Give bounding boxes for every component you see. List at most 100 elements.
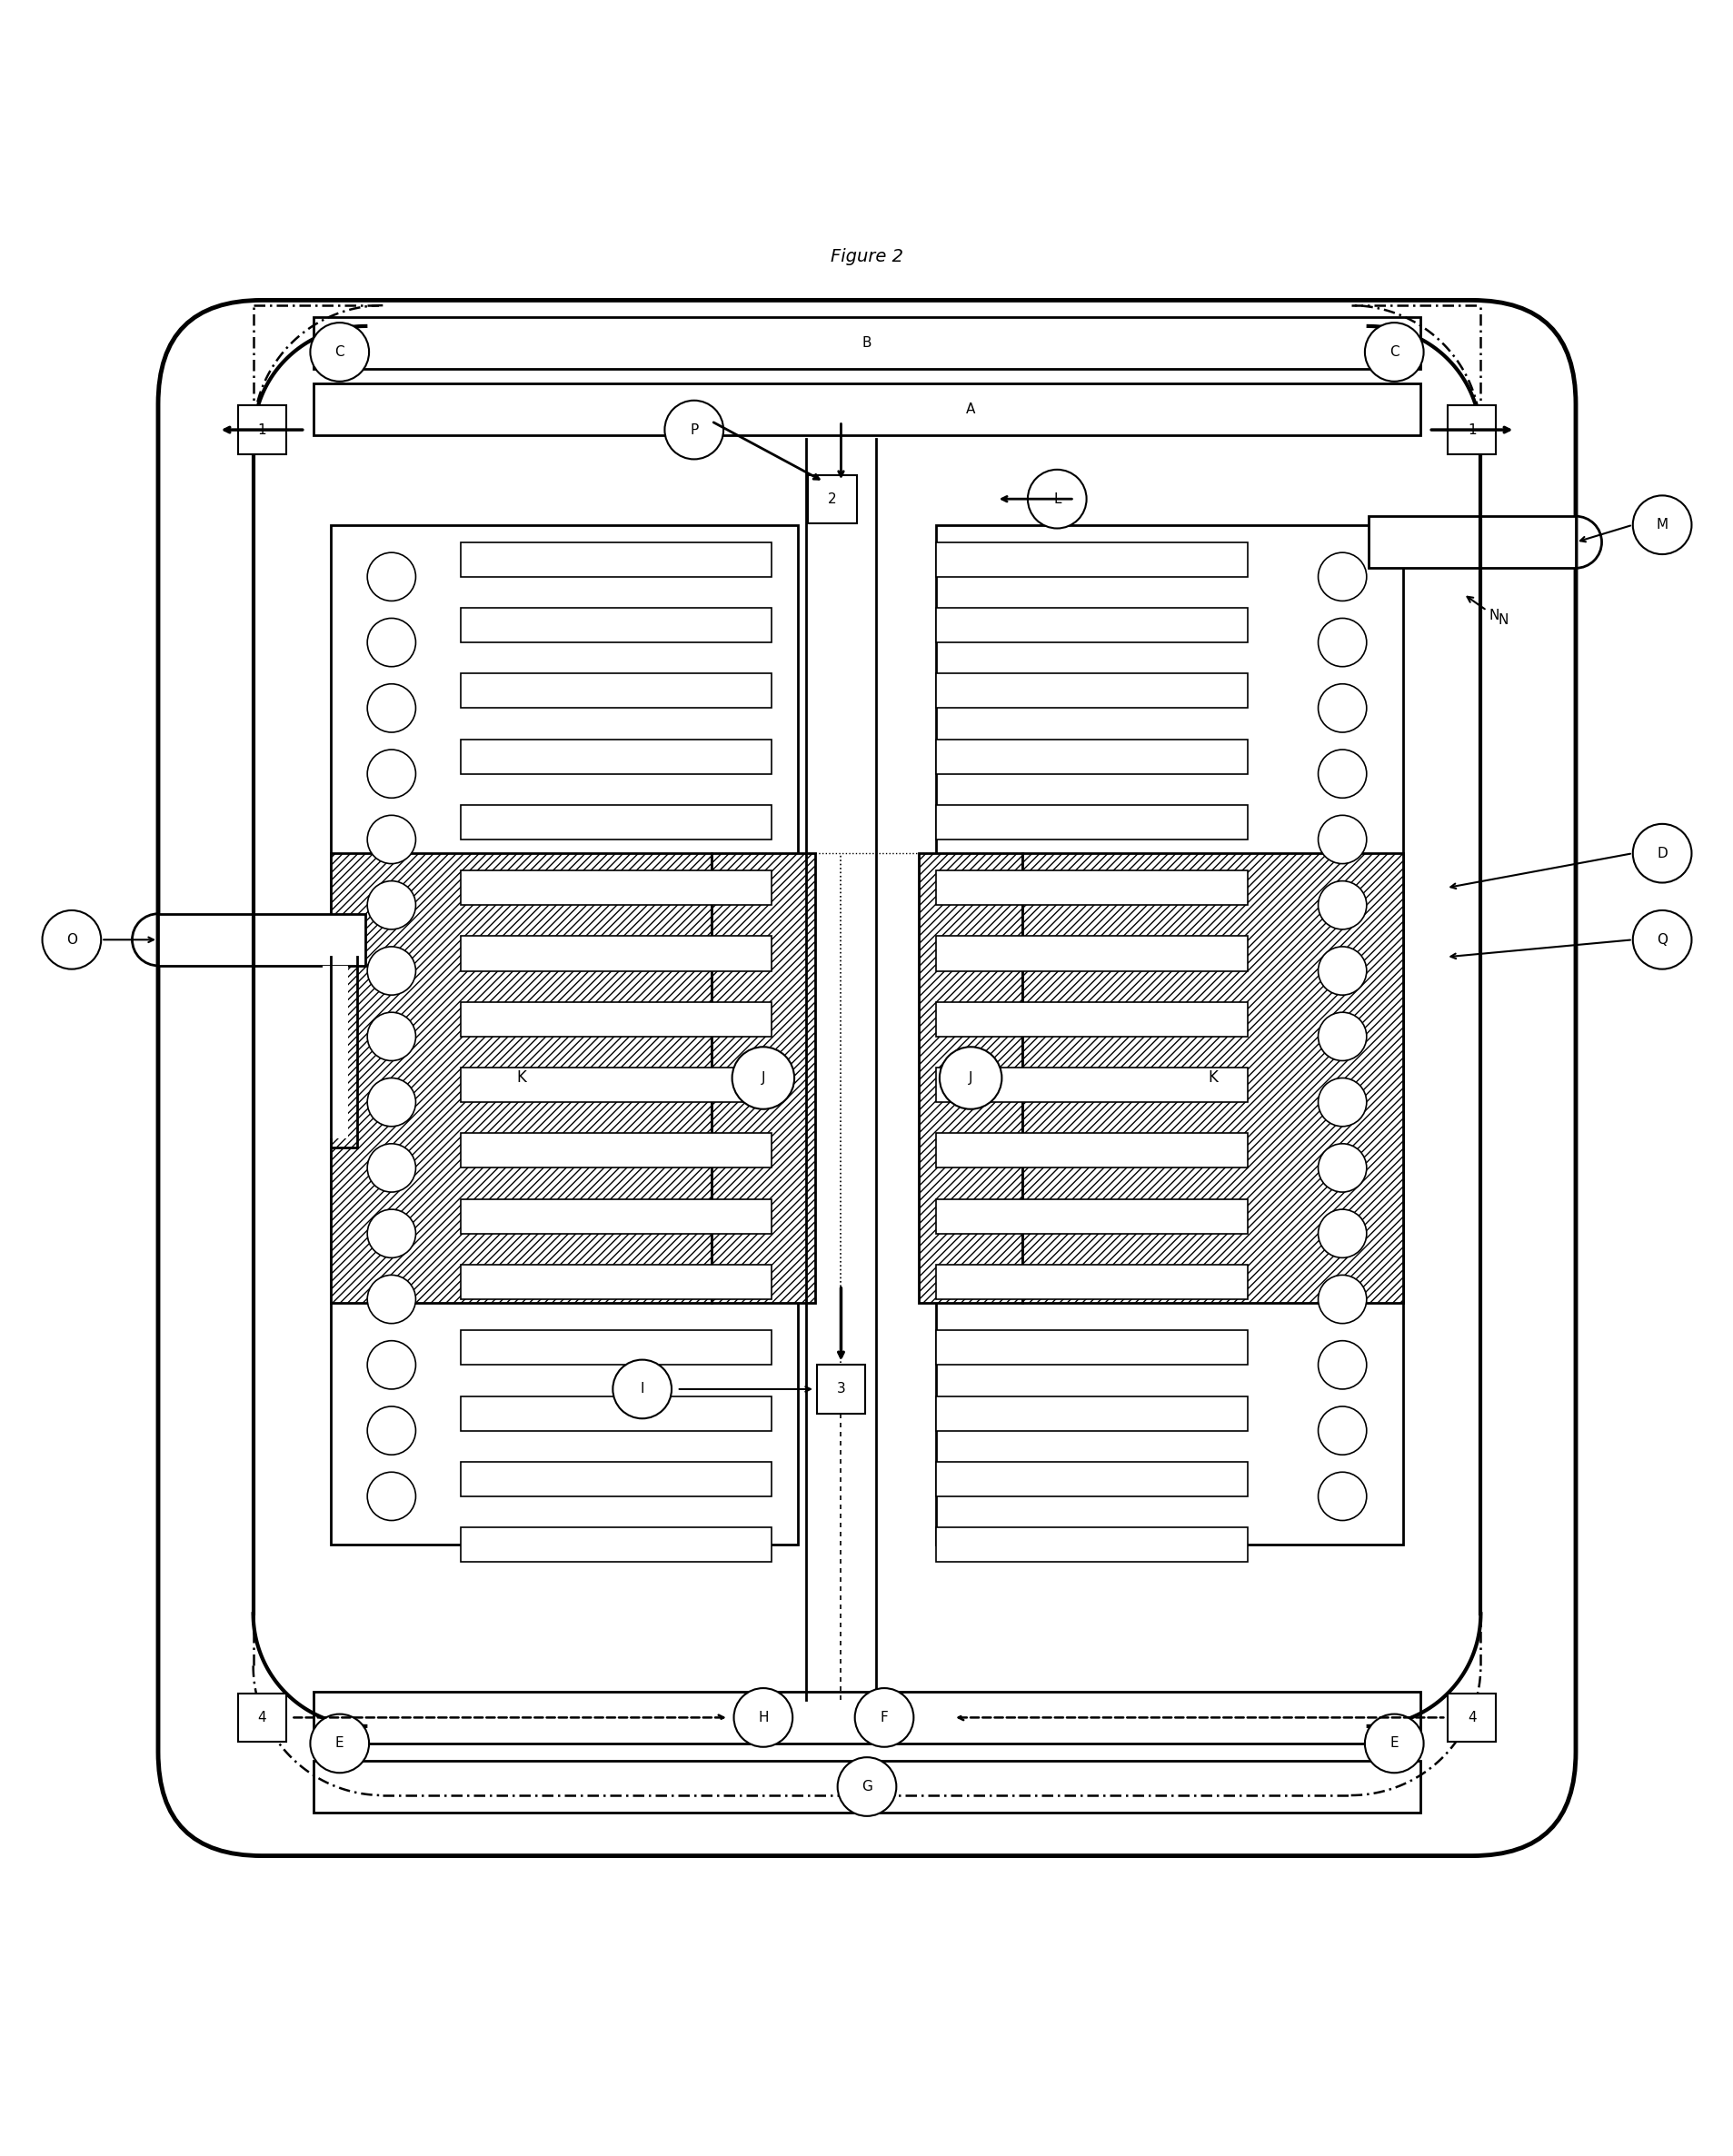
Bar (936, 1330, 1246, 1365)
Bar (1022, 854, 1402, 1302)
Circle shape (1317, 1210, 1366, 1257)
Circle shape (1317, 1274, 1366, 1324)
Bar (461, 673, 771, 707)
Text: C: C (1388, 345, 1399, 358)
Text: 1: 1 (1466, 423, 1477, 438)
Circle shape (367, 1274, 416, 1324)
Bar (237, 405, 286, 455)
Text: K: K (516, 1069, 525, 1087)
Circle shape (612, 1360, 671, 1419)
Bar (461, 740, 771, 774)
Bar (936, 1397, 1246, 1432)
Bar (461, 1134, 771, 1169)
Text: 4: 4 (256, 1710, 267, 1725)
Text: O: O (66, 934, 76, 946)
Bar (936, 608, 1246, 642)
Circle shape (310, 323, 369, 382)
Bar (461, 1199, 771, 1233)
Text: E: E (334, 1736, 343, 1751)
Bar (936, 1199, 1246, 1233)
Text: Q: Q (1657, 934, 1667, 946)
Circle shape (367, 750, 416, 798)
Bar (461, 1067, 771, 1102)
Bar (936, 936, 1246, 970)
Bar (461, 1462, 771, 1496)
Circle shape (1317, 1473, 1366, 1520)
Bar (1367, 515, 1575, 567)
Bar (918, 854, 1022, 1302)
Circle shape (1317, 882, 1366, 929)
Bar (461, 541, 771, 578)
Text: 3: 3 (835, 1382, 846, 1395)
Circle shape (854, 1688, 913, 1746)
Bar (461, 871, 771, 906)
Text: C: C (334, 345, 345, 358)
Circle shape (1317, 1078, 1366, 1125)
Circle shape (1317, 1341, 1366, 1388)
Text: J: J (761, 1072, 764, 1084)
Text: H: H (757, 1710, 768, 1725)
Circle shape (367, 1341, 416, 1388)
Bar (461, 804, 771, 839)
Text: F: F (880, 1710, 887, 1725)
Text: K: K (1208, 1069, 1217, 1087)
Bar (237, 1692, 286, 1742)
Circle shape (367, 946, 416, 996)
Circle shape (1632, 824, 1691, 882)
Bar (936, 524, 1402, 1544)
Circle shape (1317, 815, 1366, 865)
Bar (808, 474, 856, 524)
Text: I: I (639, 1382, 645, 1395)
Bar (936, 1067, 1246, 1102)
Bar (158, 914, 366, 966)
Bar (461, 1003, 771, 1037)
Circle shape (1317, 1143, 1366, 1192)
Text: E: E (1390, 1736, 1399, 1751)
Bar (314, 384, 1419, 436)
Text: G: G (861, 1781, 872, 1794)
Bar (936, 1526, 1246, 1561)
Bar (461, 1526, 771, 1561)
Bar (936, 1134, 1246, 1169)
Bar (1447, 405, 1496, 455)
Bar (461, 1397, 771, 1432)
Circle shape (1364, 323, 1423, 382)
Circle shape (1317, 683, 1366, 733)
Circle shape (42, 910, 101, 968)
Circle shape (837, 1757, 896, 1815)
Text: 2: 2 (828, 492, 837, 507)
Text: D: D (1657, 847, 1667, 860)
Text: Figure 2: Figure 2 (830, 248, 903, 265)
Bar (314, 1761, 1419, 1813)
Bar (936, 541, 1246, 578)
Bar (816, 1365, 865, 1414)
Bar (1447, 1692, 1496, 1742)
FancyBboxPatch shape (158, 300, 1575, 1856)
Circle shape (733, 1688, 792, 1746)
Circle shape (939, 1048, 1002, 1108)
Circle shape (367, 815, 416, 865)
Bar (331, 524, 797, 1544)
Circle shape (1317, 750, 1366, 798)
Text: 1: 1 (256, 423, 267, 438)
Circle shape (367, 1473, 416, 1520)
Circle shape (1632, 910, 1691, 968)
Circle shape (1364, 1714, 1423, 1772)
Circle shape (367, 1406, 416, 1455)
Bar (936, 1003, 1246, 1037)
Circle shape (1632, 496, 1691, 554)
Circle shape (1317, 1406, 1366, 1455)
Circle shape (367, 1078, 416, 1125)
Circle shape (731, 1048, 794, 1108)
Bar (936, 673, 1246, 707)
Text: M: M (1655, 517, 1667, 533)
Circle shape (1317, 1013, 1366, 1061)
Circle shape (367, 882, 416, 929)
Bar (936, 1266, 1246, 1300)
Circle shape (367, 683, 416, 733)
Bar (461, 1330, 771, 1365)
Bar (314, 317, 1419, 369)
Bar (936, 804, 1246, 839)
Circle shape (367, 1143, 416, 1192)
Bar (461, 608, 771, 642)
